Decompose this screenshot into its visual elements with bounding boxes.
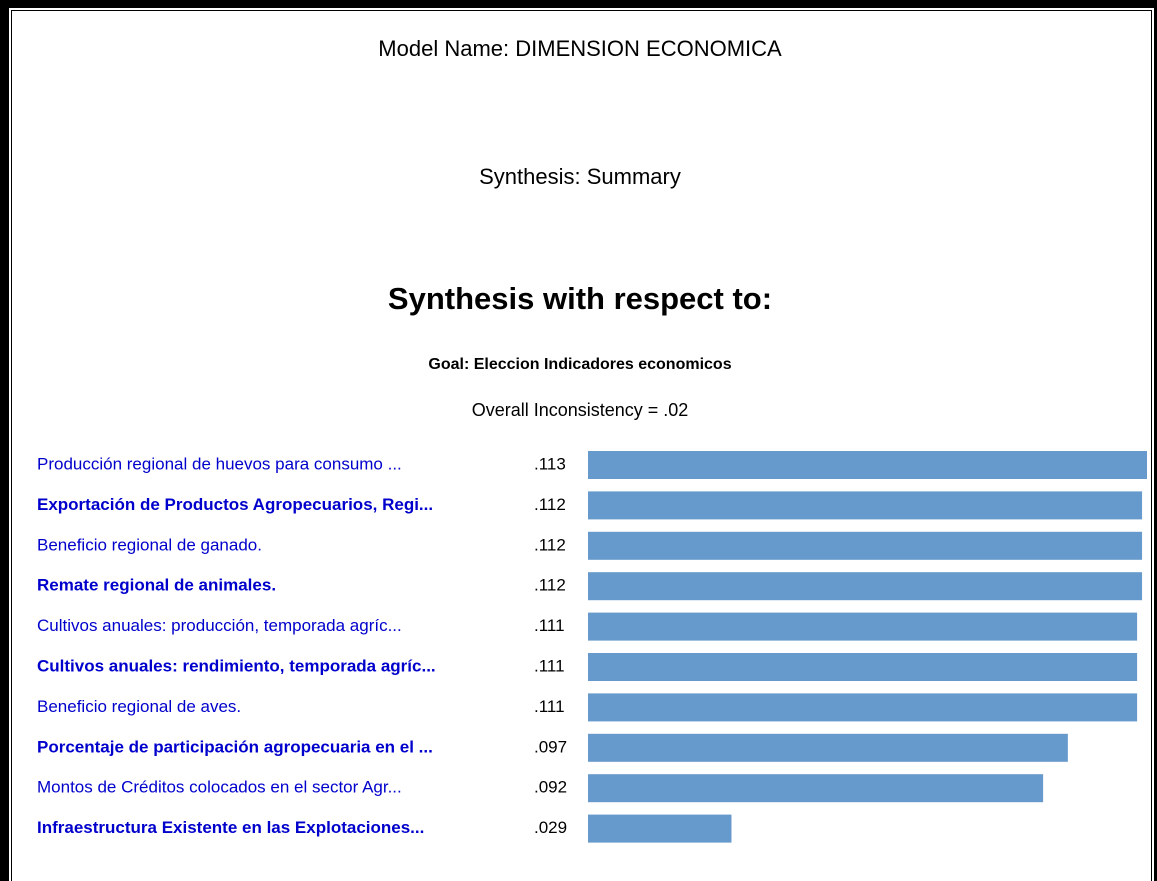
value-label: .112	[534, 576, 566, 595]
bar	[588, 733, 1068, 762]
row-label: Exportación de Productos Agropecuarios, …	[37, 495, 433, 514]
value-label: .113	[534, 454, 566, 473]
value-label: .111	[534, 697, 565, 716]
value-label: .112	[534, 495, 566, 514]
row-label: Cultivos anuales: producción, temporada …	[37, 616, 402, 635]
value-label: .111	[534, 656, 565, 675]
bar	[588, 572, 1143, 601]
value-label: .029	[534, 818, 567, 837]
subtitle: Synthesis: Summary	[479, 164, 681, 189]
row-label: Beneficio regional de aves.	[37, 697, 241, 716]
value-label: .092	[534, 778, 567, 797]
inconsistency: Overall Inconsistency = .02	[472, 400, 689, 420]
value-label: .112	[534, 535, 566, 554]
value-label: .097	[534, 737, 567, 756]
row-label: Remate regional de animales.	[37, 576, 276, 595]
row-label: Montos de Créditos colocados en el secto…	[37, 778, 402, 797]
bar	[588, 531, 1143, 560]
row-label: Beneficio regional de ganado.	[37, 535, 262, 554]
row-label: Porcentaje de participación agropecuaria…	[37, 737, 433, 756]
row-label: Infraestructura Existente en las Explota…	[37, 818, 424, 837]
bar	[588, 612, 1138, 641]
bar	[588, 774, 1044, 803]
bar	[588, 491, 1143, 520]
bar	[588, 693, 1138, 722]
heading: Synthesis with respect to:	[388, 281, 772, 316]
bar	[588, 653, 1138, 681]
row-label: Cultivos anuales: rendimiento, temporada…	[37, 656, 436, 675]
row-label: Producción regional de huevos para consu…	[37, 454, 402, 473]
model-name: Model Name: DIMENSION ECONOMICA	[378, 36, 782, 61]
bar	[588, 451, 1147, 479]
value-label: .111	[534, 616, 565, 635]
goal: Goal: Eleccion Indicadores economicos	[428, 356, 731, 373]
bar	[588, 814, 732, 843]
